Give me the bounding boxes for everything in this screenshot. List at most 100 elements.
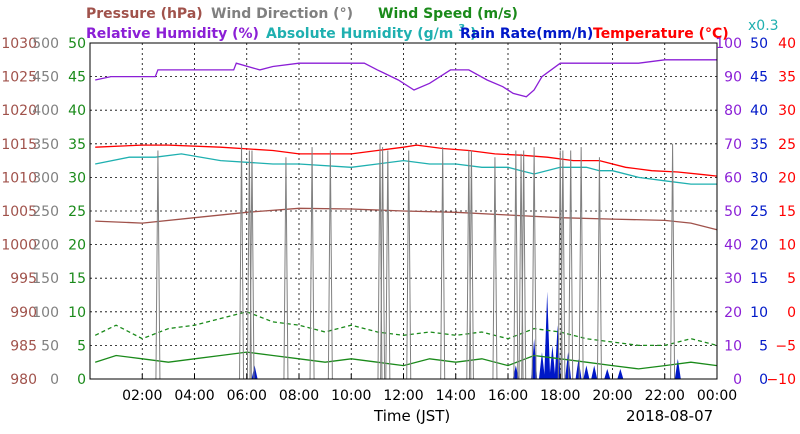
temperature-tick-label: 10 xyxy=(778,238,796,254)
rain-rate-spike xyxy=(251,365,258,379)
x-tick-label: 06:00 xyxy=(227,388,267,404)
wind-direction-spike xyxy=(283,157,289,380)
wind-direction-spike xyxy=(380,147,386,380)
x-tick-label: 00:00 xyxy=(697,388,737,404)
x-tick-label: 08:00 xyxy=(279,388,319,404)
wind-speed-tick-label: 35 xyxy=(68,137,86,153)
relative-humidity-tick-label: 20 xyxy=(724,305,742,321)
wind-direction-spike xyxy=(578,147,584,380)
rain-rate-spike xyxy=(575,358,582,379)
temperature-tick-label: 15 xyxy=(778,204,796,220)
wind-speed-tick-label: 45 xyxy=(68,70,86,86)
wind-speed-tick-label: 5 xyxy=(77,338,86,354)
wind-direction-tick-label: 350 xyxy=(32,137,59,153)
right-axes: 0102030405060708090100051015202530354045… xyxy=(715,36,796,388)
legend-absolute-humidity-end: ) xyxy=(470,26,476,42)
relative-humidity-tick-label: 10 xyxy=(724,338,742,354)
wind-speed-tick-label: 40 xyxy=(68,103,86,119)
legend-relative-humidity: Relative Humidity (%) xyxy=(86,26,259,42)
rain-rate-spike xyxy=(674,358,681,379)
legend-row-2: Relative Humidity (%) Absolute Humidity … xyxy=(86,19,729,42)
relative-humidity-tick-label: 0 xyxy=(733,372,742,388)
wind-direction-spike xyxy=(531,147,537,380)
temperature-tick-label: −10 xyxy=(766,372,796,388)
wind-direction-tick-label: 50 xyxy=(41,338,59,354)
wind-direction-tick-label: 400 xyxy=(32,103,59,119)
rain-rate-tick-label: 15 xyxy=(750,271,768,287)
wind-direction-tick-label: 200 xyxy=(32,238,59,254)
wind-direction-spike xyxy=(568,150,574,380)
relative-humidity-tick-label: 50 xyxy=(724,204,742,220)
legend-wind-direction: Wind Direction (°) xyxy=(211,6,353,22)
pressure-tick-label: 1005 xyxy=(1,204,37,220)
wind-direction-spike xyxy=(521,150,527,380)
rain-rate-spike xyxy=(604,368,611,379)
relative-humidity-tick-label: 40 xyxy=(724,238,742,254)
temperature-tick-label: 35 xyxy=(778,70,796,86)
x-tick-label: 12:00 xyxy=(383,388,423,404)
x-axis: 02:00 04:00 06:00 08:00 10:00 12:00 14:00 16:00… xyxy=(122,374,737,404)
pressure-tick-label: 1020 xyxy=(1,103,37,119)
wind-speed-tick-label: 30 xyxy=(68,170,86,186)
rain-rate-tick-label: 50 xyxy=(750,36,768,52)
x-tick-label: 22:00 xyxy=(645,388,685,404)
relative-humidity-tick-label: 100 xyxy=(715,36,742,52)
rain-rate-spike xyxy=(591,365,598,379)
series-line-1 xyxy=(95,59,717,98)
temperature-tick-label: 30 xyxy=(778,103,796,119)
rain-rate-spike xyxy=(554,325,561,379)
x-tick-label: 14:00 xyxy=(436,388,476,404)
wind-direction-tick-label: 0 xyxy=(50,372,59,388)
temperature-tick-label: 40 xyxy=(778,36,796,52)
wind-direction-spike xyxy=(155,150,161,380)
rain-rate-spike xyxy=(549,345,556,379)
wind-direction-spike xyxy=(406,150,412,380)
temperature-tick-label: 5 xyxy=(787,271,796,287)
relative-humidity-tick-label: 70 xyxy=(724,137,742,153)
wind-speed-tick-label: 0 xyxy=(77,372,86,388)
rain-rate-spike xyxy=(617,368,624,379)
wind-speed-tick-label: 50 xyxy=(68,36,86,52)
x-axis-label: Time (JST) xyxy=(373,407,450,425)
rain-rate-spike xyxy=(583,365,590,379)
wind-direction-spike xyxy=(560,150,566,380)
temperature-tick-label: 0 xyxy=(787,305,796,321)
wind-direction-spike xyxy=(385,150,391,380)
rain-rate-tick-label: 40 xyxy=(750,103,768,119)
wind-direction-spike xyxy=(440,147,446,380)
wind-speed-tick-label: 20 xyxy=(68,238,86,254)
pressure-tick-label: 1030 xyxy=(1,36,37,52)
legend-row-1: Pressure (hPa) Wind Direction (°) Wind S… xyxy=(86,6,518,22)
wind-direction-tick-label: 250 xyxy=(32,204,59,220)
x-tick-label: 18:00 xyxy=(540,388,580,404)
legend-wind-speed: Wind Speed (m/s) xyxy=(378,6,518,22)
pressure-tick-label: 985 xyxy=(10,338,37,354)
rain-rate-tick-label: 10 xyxy=(750,305,768,321)
legend-multiplier: x0.3 xyxy=(748,18,779,34)
pressure-tick-label: 995 xyxy=(10,271,37,287)
wind-direction-spike xyxy=(468,150,474,380)
rain-rate-tick-label: 5 xyxy=(759,338,768,354)
wind-speed-tick-label: 15 xyxy=(68,271,86,287)
legend-pressure: Pressure (hPa) xyxy=(86,6,203,22)
pressure-tick-label: 1025 xyxy=(1,70,37,86)
wind-direction-tick-label: 500 xyxy=(32,36,59,52)
pressure-tick-label: 980 xyxy=(10,372,37,388)
wind-direction-tick-label: 100 xyxy=(32,305,59,321)
legend-absolute-humidity: Absolute Humidity (g/m xyxy=(266,26,453,42)
rain-rate-spike xyxy=(538,352,545,379)
wind-direction-tick-label: 300 xyxy=(32,170,59,186)
x-tick-label: 04:00 xyxy=(174,388,214,404)
rain-rate-tick-label: 45 xyxy=(750,70,768,86)
pressure-tick-label: 1000 xyxy=(1,238,37,254)
wind-direction-spike xyxy=(596,157,602,380)
relative-humidity-tick-label: 60 xyxy=(724,170,742,186)
series-line-4 xyxy=(95,207,718,231)
legend-rain-rate: Rain Rate(mm/h) xyxy=(460,26,593,42)
wind-direction-spike xyxy=(309,147,315,380)
relative-humidity-tick-label: 80 xyxy=(724,103,742,119)
rain-rate-tick-label: 35 xyxy=(750,137,768,153)
relative-humidity-tick-label: 30 xyxy=(724,271,742,287)
